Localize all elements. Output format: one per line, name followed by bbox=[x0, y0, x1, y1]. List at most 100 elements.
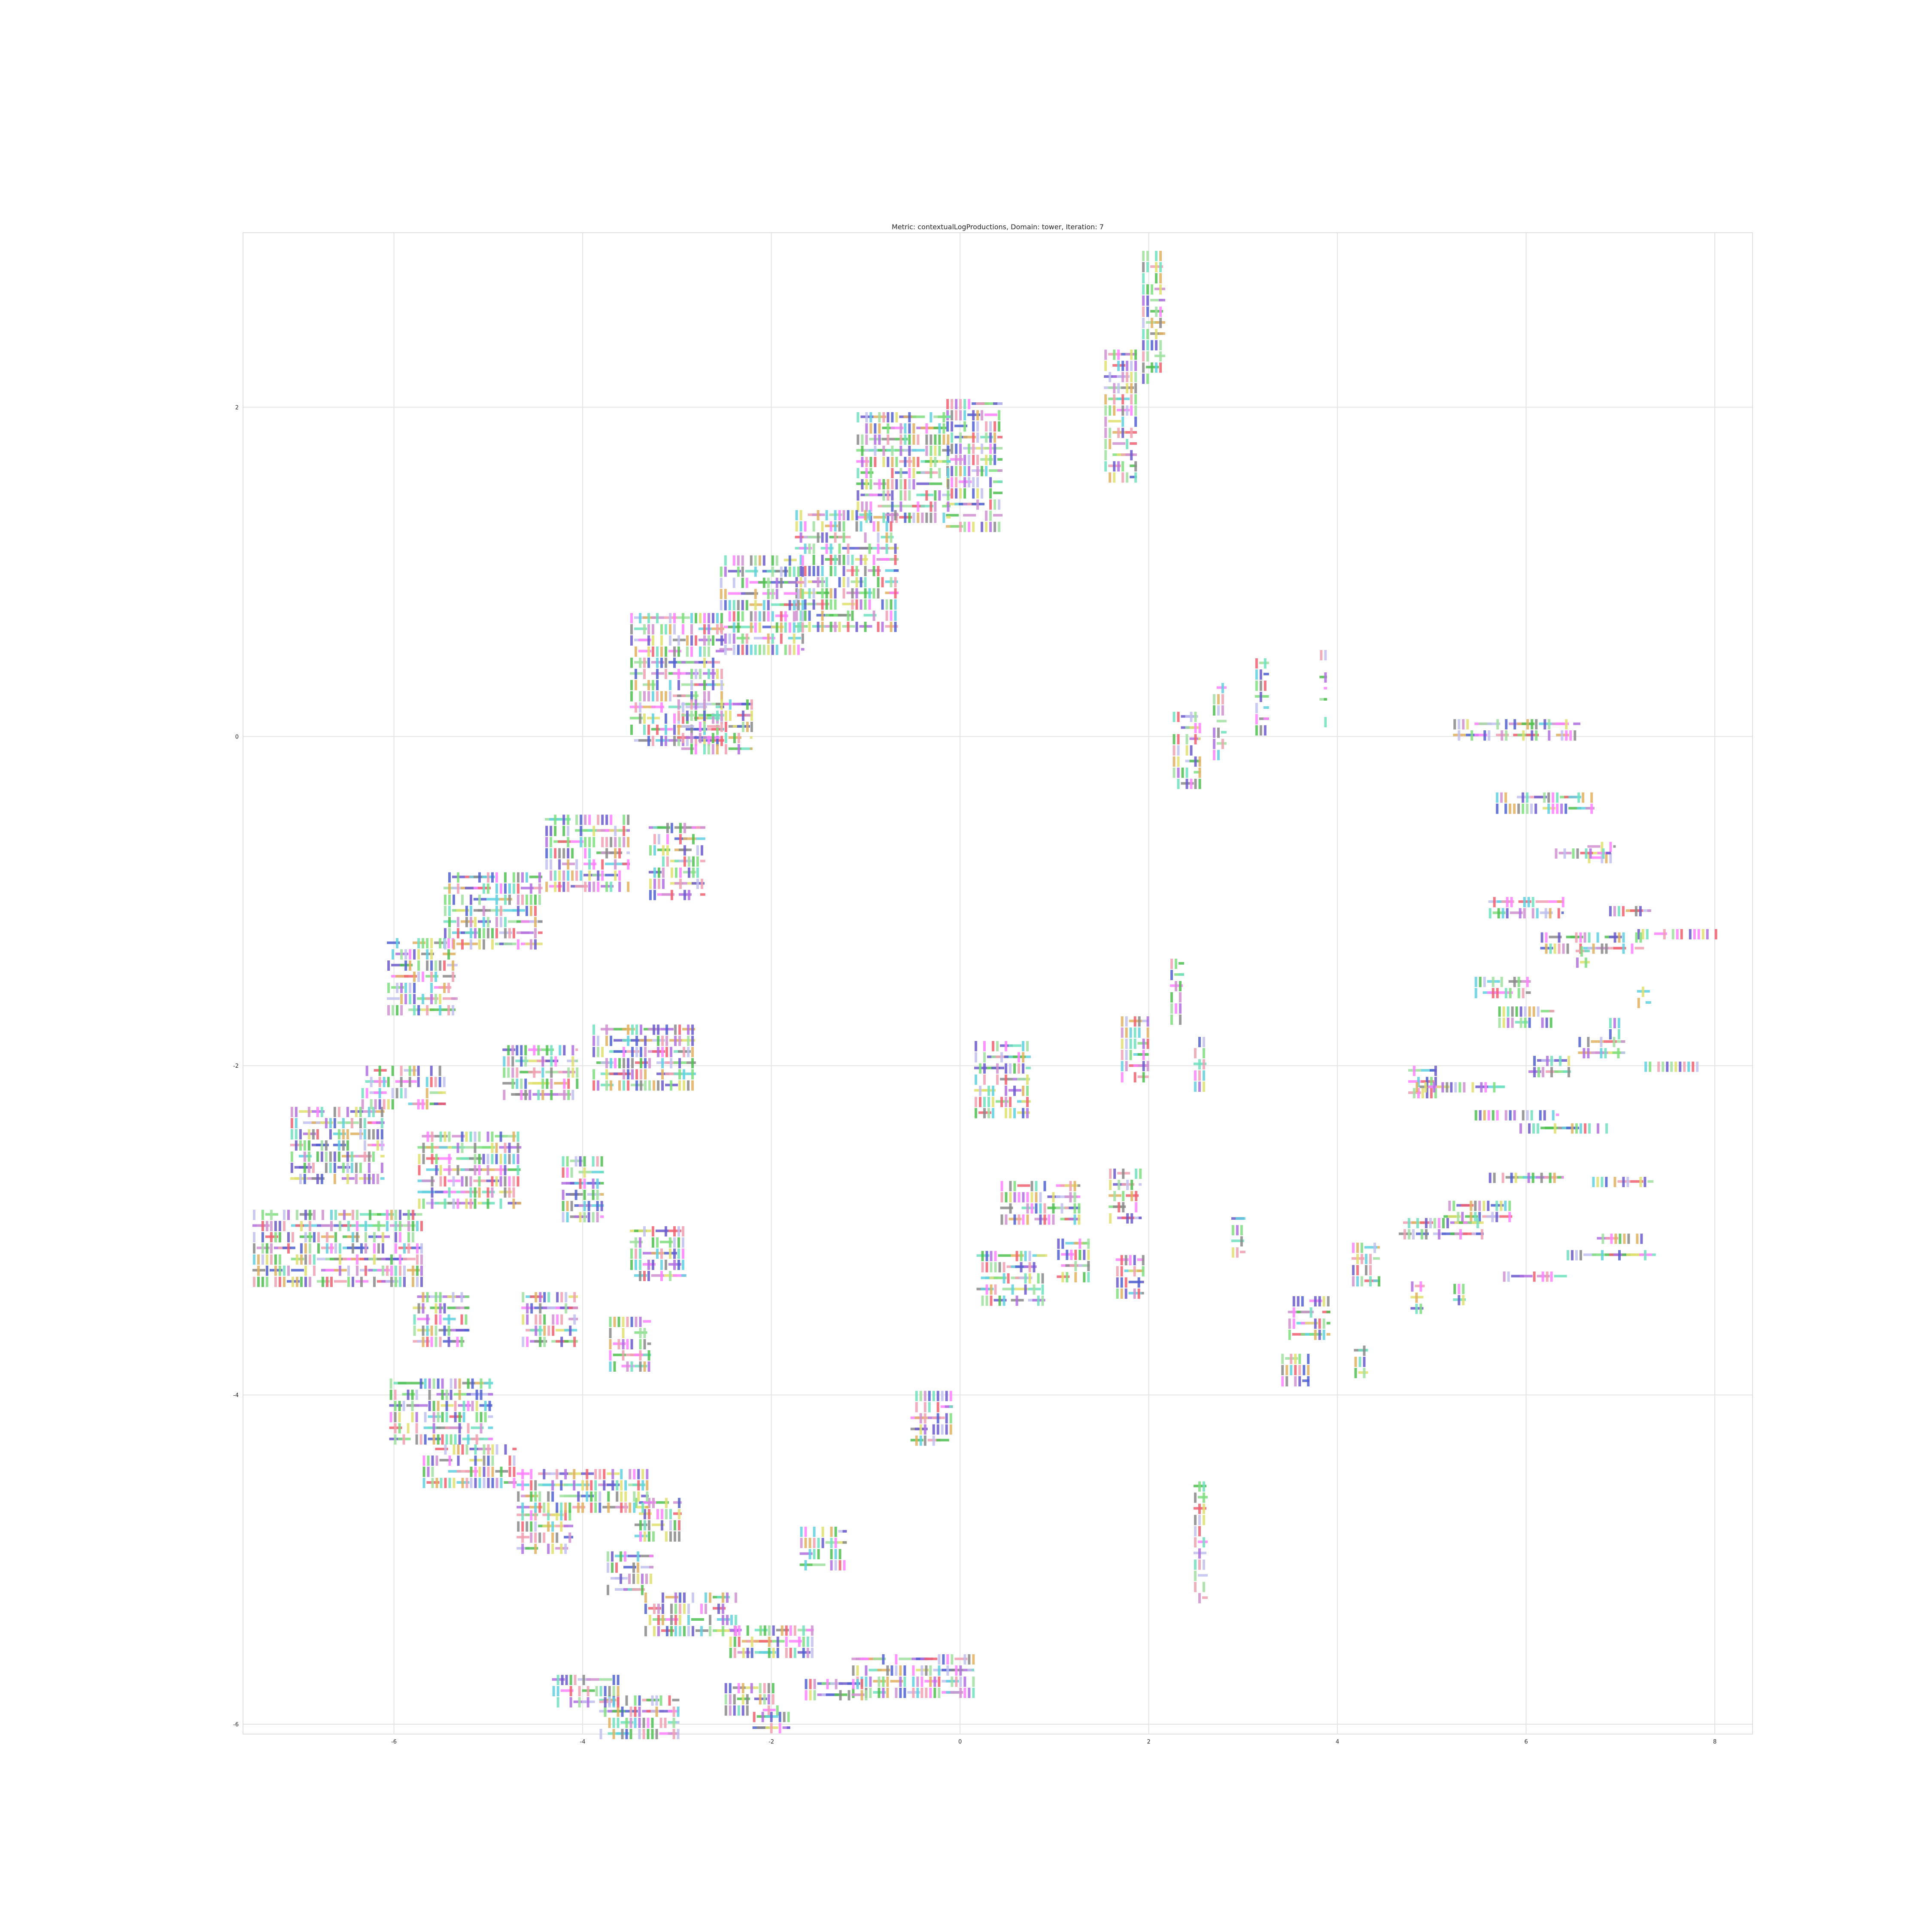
block bbox=[678, 1058, 681, 1069]
block bbox=[1689, 929, 1692, 939]
block bbox=[1077, 1195, 1081, 1198]
block bbox=[460, 1314, 463, 1325]
block bbox=[778, 1712, 781, 1722]
tower-thumbnail bbox=[677, 699, 753, 755]
block bbox=[1497, 908, 1500, 919]
block bbox=[1104, 405, 1107, 416]
block bbox=[732, 633, 735, 644]
block bbox=[359, 1163, 362, 1173]
block bbox=[1121, 1027, 1124, 1038]
block bbox=[487, 1478, 490, 1488]
block bbox=[912, 434, 915, 445]
block bbox=[669, 1520, 672, 1531]
block bbox=[1281, 1376, 1284, 1387]
block bbox=[681, 702, 684, 713]
block bbox=[444, 1176, 447, 1187]
block bbox=[677, 1260, 680, 1270]
block bbox=[1130, 405, 1133, 416]
block bbox=[1588, 1123, 1591, 1134]
block bbox=[1488, 908, 1492, 919]
block bbox=[312, 1163, 315, 1173]
block bbox=[704, 1604, 707, 1614]
block bbox=[1017, 1078, 1030, 1081]
block bbox=[643, 657, 646, 668]
block bbox=[903, 1677, 906, 1687]
block bbox=[1533, 1067, 1536, 1078]
block bbox=[750, 1636, 753, 1647]
block bbox=[1155, 329, 1158, 340]
block bbox=[660, 735, 663, 746]
block bbox=[638, 1260, 641, 1270]
block bbox=[758, 611, 761, 622]
block bbox=[894, 588, 897, 599]
block bbox=[664, 668, 667, 679]
tower-thumbnail bbox=[1496, 792, 1595, 814]
block bbox=[1018, 1063, 1021, 1074]
block bbox=[793, 1625, 796, 1636]
block bbox=[638, 1728, 641, 1739]
block bbox=[1327, 1296, 1330, 1307]
block bbox=[562, 814, 565, 825]
block bbox=[1429, 1218, 1432, 1228]
block bbox=[690, 733, 693, 744]
block bbox=[1142, 1266, 1145, 1277]
block bbox=[603, 1469, 606, 1479]
block bbox=[959, 488, 962, 499]
block bbox=[291, 1276, 294, 1287]
block bbox=[813, 1690, 816, 1701]
block bbox=[575, 1060, 578, 1063]
block bbox=[539, 1314, 542, 1325]
block bbox=[694, 705, 707, 708]
block bbox=[432, 1423, 435, 1434]
block bbox=[550, 1078, 553, 1089]
block bbox=[661, 1592, 664, 1603]
block bbox=[351, 1209, 354, 1220]
block bbox=[1013, 1063, 1016, 1074]
block bbox=[673, 613, 676, 623]
block bbox=[661, 1058, 664, 1069]
block bbox=[1592, 1253, 1605, 1256]
block bbox=[681, 613, 684, 623]
block bbox=[1159, 351, 1162, 362]
block bbox=[298, 1110, 312, 1113]
block bbox=[1170, 969, 1173, 980]
block bbox=[402, 1258, 416, 1261]
block bbox=[1133, 1255, 1136, 1266]
block bbox=[550, 1056, 553, 1067]
block bbox=[650, 1574, 653, 1584]
block bbox=[1026, 1055, 1031, 1058]
block bbox=[265, 1265, 268, 1276]
block bbox=[381, 1265, 384, 1276]
block bbox=[1151, 340, 1154, 351]
block bbox=[641, 1566, 653, 1569]
block bbox=[427, 1467, 430, 1477]
block bbox=[380, 1140, 383, 1151]
block bbox=[1202, 1070, 1205, 1081]
block bbox=[1231, 1225, 1234, 1236]
block bbox=[1194, 1526, 1197, 1537]
block bbox=[631, 1069, 634, 1080]
block bbox=[612, 1728, 615, 1739]
block bbox=[1142, 273, 1145, 284]
block bbox=[1421, 1088, 1424, 1099]
block bbox=[1506, 908, 1509, 919]
block bbox=[1425, 1218, 1428, 1228]
block bbox=[448, 1187, 451, 1198]
block bbox=[592, 837, 595, 848]
block bbox=[637, 1551, 640, 1562]
block bbox=[1543, 719, 1546, 730]
block bbox=[270, 1209, 273, 1220]
block bbox=[1534, 796, 1547, 799]
block bbox=[720, 635, 723, 646]
tower-thumbnail bbox=[1398, 1218, 1484, 1239]
block bbox=[799, 588, 802, 599]
block bbox=[334, 1232, 337, 1242]
block bbox=[989, 477, 992, 488]
block bbox=[869, 1688, 872, 1698]
block bbox=[895, 412, 898, 422]
block bbox=[1024, 1284, 1027, 1295]
block bbox=[1591, 1040, 1604, 1043]
block bbox=[809, 1679, 812, 1689]
block bbox=[443, 975, 456, 978]
block bbox=[1142, 1255, 1145, 1266]
